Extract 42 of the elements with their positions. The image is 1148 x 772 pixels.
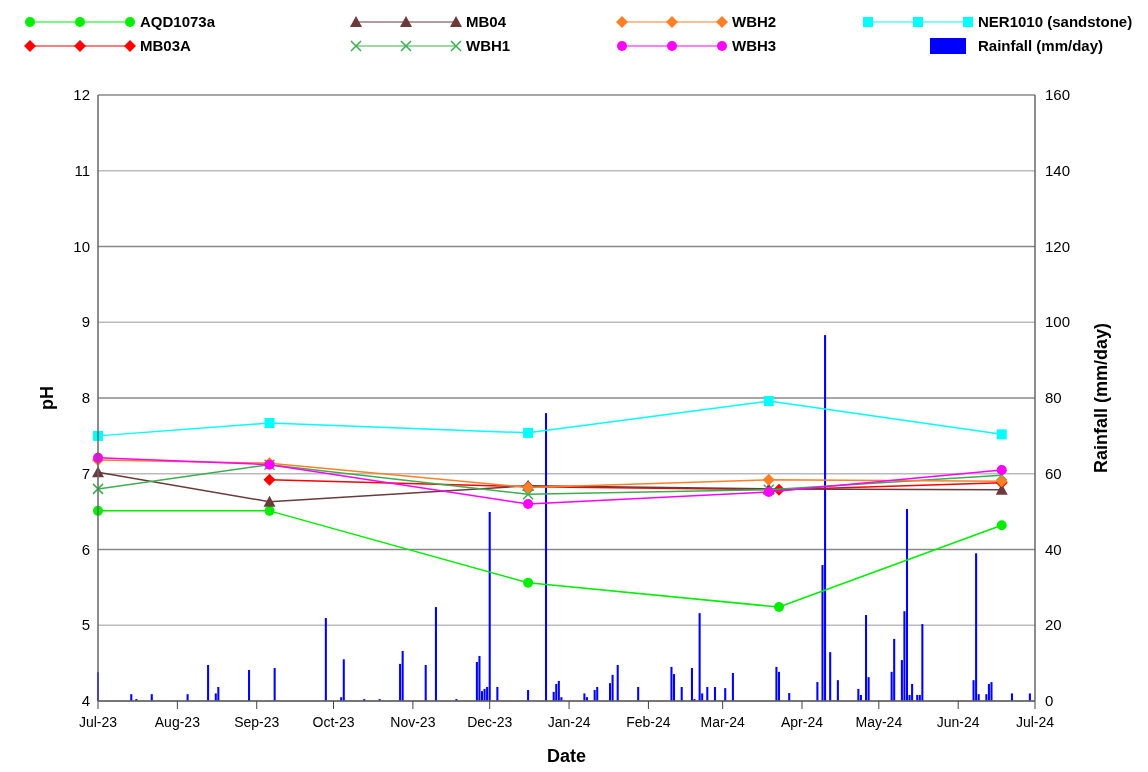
x-tick-label: Nov-23 xyxy=(390,714,436,730)
y2-tick-label: 160 xyxy=(1045,86,1071,103)
legend-label: AQD1073a xyxy=(140,13,216,30)
legend-label: WBH2 xyxy=(732,13,777,30)
y-tick-label: 7 xyxy=(81,464,90,482)
y-tick-label: 12 xyxy=(73,86,90,103)
y-tick-label: 5 xyxy=(81,616,90,634)
x-tick-label: Mar-24 xyxy=(700,714,746,730)
y-tick-label: 11 xyxy=(74,161,90,179)
x-tick-label: Feb-24 xyxy=(626,714,671,730)
x-tick-label: Aug-23 xyxy=(154,714,201,730)
y-tick-label: 9 xyxy=(81,313,90,331)
x-tick-label: May-24 xyxy=(855,714,903,730)
x-tick-label: Dec-23 xyxy=(467,714,513,730)
legend-label: MB03A xyxy=(140,37,192,54)
x-tick-label: Jan-24 xyxy=(547,714,591,730)
y2-axis-title: Rainfall (mm/day) xyxy=(1091,322,1111,474)
y-tick-label: 6 xyxy=(81,540,90,558)
y2-tick-label: 40 xyxy=(1045,540,1062,558)
y2-tick-label: 20 xyxy=(1045,616,1062,634)
x-tick-label: Jul-24 xyxy=(1015,714,1055,730)
legend-label: WBH3 xyxy=(732,37,777,54)
legend-label: NER1010 (sandstone) xyxy=(978,13,1133,30)
x-tick-label: Jun-24 xyxy=(936,714,980,730)
y2-tick-label: 120 xyxy=(1045,237,1071,255)
legend-label: WBH1 xyxy=(466,37,511,54)
y2-tick-label: 0 xyxy=(1045,692,1054,709)
x-tick-label: Sep-23 xyxy=(234,714,280,730)
x-axis-title: Date xyxy=(546,746,587,766)
y-axis-title: pH xyxy=(37,386,57,410)
legend-label: MB04 xyxy=(466,13,507,30)
y2-tick-label: 80 xyxy=(1045,389,1062,406)
y-tick-label: 8 xyxy=(81,389,90,406)
legend-label: Rainfall (mm/day) xyxy=(978,37,1104,54)
y2-tick-label: 140 xyxy=(1045,161,1071,179)
y2-tick-label: 100 xyxy=(1045,313,1071,331)
y-tick-label: 4 xyxy=(81,692,90,709)
x-tick-label: Apr-24 xyxy=(781,714,824,730)
x-tick-label: Oct-23 xyxy=(312,714,355,730)
x-tick-label: Jul-23 xyxy=(78,714,118,730)
y-tick-label: 10 xyxy=(73,237,90,255)
y2-tick-label: 60 xyxy=(1045,464,1062,482)
